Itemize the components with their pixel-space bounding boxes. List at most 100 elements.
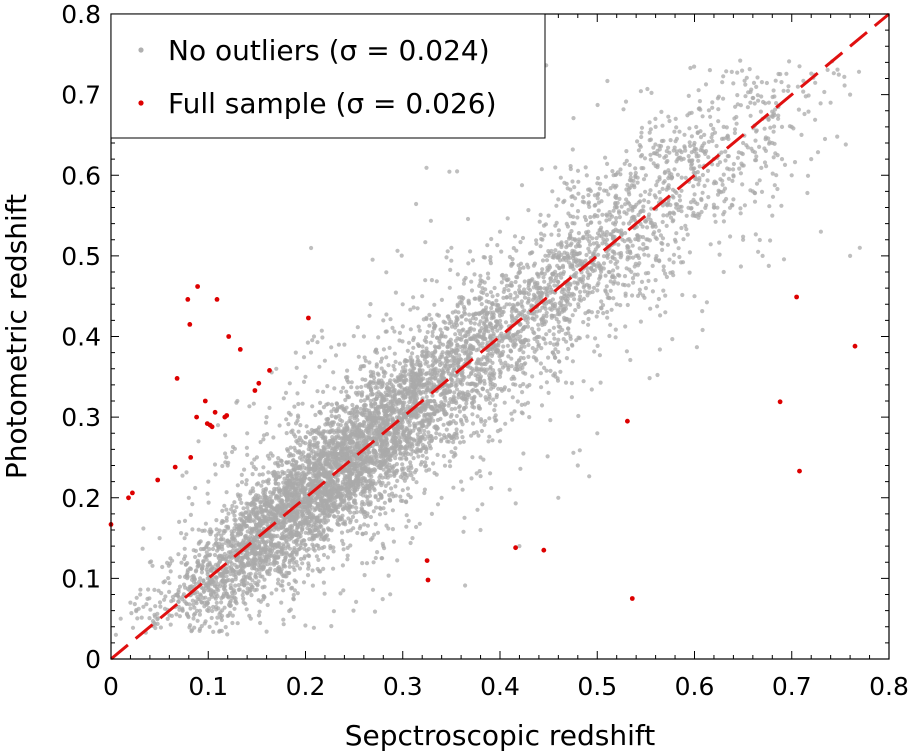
no-outliers-point: [241, 596, 246, 601]
no-outliers-point: [341, 385, 346, 390]
no-outliers-point: [506, 365, 511, 370]
no-outliers-point: [466, 374, 471, 379]
no-outliers-point: [606, 295, 612, 300]
no-outliers-point: [654, 183, 659, 188]
no-outliers-point: [234, 400, 239, 405]
no-outliers-point: [412, 470, 417, 475]
no-outliers-point: [708, 122, 714, 128]
no-outliers-point: [478, 310, 483, 315]
no-outliers-point: [521, 350, 526, 355]
no-outliers-point: [546, 390, 551, 395]
no-outliers-point: [309, 245, 314, 251]
no-outliers-point: [393, 359, 398, 364]
no-outliers-point: [712, 179, 717, 184]
no-outliers-point: [716, 119, 721, 124]
no-outliers-point: [597, 233, 602, 238]
no-outliers-point: [204, 543, 209, 548]
no-outliers-point: [653, 142, 658, 147]
no-outliers-point: [651, 145, 656, 150]
no-outliers-point: [744, 75, 749, 80]
no-outliers-point: [305, 430, 310, 435]
no-outliers-point: [519, 402, 524, 407]
no-outliers-point: [455, 377, 460, 382]
no-outliers-point: [710, 100, 715, 105]
no-outliers-point: [386, 573, 391, 578]
no-outliers-point: [359, 384, 364, 390]
no-outliers-point: [400, 302, 405, 307]
no-outliers-point: [140, 546, 145, 551]
no-outliers-point: [731, 167, 736, 172]
no-outliers-point: [317, 425, 322, 430]
no-outliers-point: [400, 462, 405, 467]
no-outliers-point: [526, 354, 531, 359]
no-outliers-point: [401, 466, 406, 471]
no-outliers-point: [525, 320, 530, 325]
no-outliers-point: [586, 316, 591, 322]
no-outliers-point: [594, 314, 599, 319]
no-outliers-point: [477, 322, 482, 327]
no-outliers-point: [707, 68, 713, 73]
no-outliers-point: [502, 385, 507, 390]
no-outliers-point: [447, 169, 452, 174]
no-outliers-point: [687, 126, 692, 131]
no-outliers-point: [169, 613, 174, 619]
no-outliers-point: [526, 296, 531, 301]
no-outliers-point: [541, 275, 546, 280]
no-outliers-point: [530, 250, 535, 255]
no-outliers-point: [743, 94, 748, 99]
no-outliers-point: [429, 317, 434, 322]
no-outliers-point: [623, 202, 628, 207]
no-outliers-point: [569, 229, 574, 234]
no-outliers-point: [623, 324, 628, 329]
no-outliers-point: [584, 252, 589, 258]
no-outliers-point: [731, 174, 736, 179]
no-outliers-point: [731, 161, 737, 167]
no-outliers-point: [805, 190, 810, 196]
no-outliers-point: [458, 440, 463, 445]
no-outliers-point: [764, 80, 770, 86]
no-outliers-point: [756, 98, 761, 103]
no-outliers-point: [720, 80, 725, 85]
no-outliers-point: [687, 140, 692, 145]
no-outliers-point: [688, 206, 694, 211]
no-outliers-point: [286, 453, 292, 458]
no-outliers-point: [813, 117, 818, 122]
no-outliers-point: [630, 276, 636, 281]
no-outliers-point: [544, 368, 549, 373]
no-outliers-point: [563, 258, 569, 263]
no-outliers-point: [652, 193, 657, 198]
no-outliers-point: [477, 296, 482, 301]
no-outliers-point: [694, 345, 700, 350]
no-outliers-point: [571, 116, 576, 121]
no-outliers-point: [260, 585, 265, 590]
no-outliers-point: [367, 489, 372, 494]
no-outliers-point: [740, 68, 745, 73]
no-outliers-point: [818, 101, 823, 106]
no-outliers-point: [422, 357, 427, 362]
no-outliers-point: [244, 478, 249, 483]
no-outliers-point: [444, 427, 449, 432]
no-outliers-point: [262, 577, 267, 582]
no-outliers-point: [244, 607, 249, 612]
no-outliers-point: [553, 347, 558, 352]
no-outliers-point: [764, 164, 769, 169]
no-outliers-point: [671, 273, 676, 278]
no-outliers-point: [646, 270, 651, 276]
no-outliers-point: [566, 289, 571, 294]
no-outliers-point: [389, 486, 394, 491]
no-outliers-point: [223, 451, 228, 456]
no-outliers-point: [639, 130, 644, 135]
no-outliers-point: [679, 260, 684, 265]
no-outliers-point: [630, 293, 635, 298]
no-outliers-point: [690, 158, 695, 163]
no-outliers-point: [585, 293, 590, 298]
no-outliers-point: [320, 335, 325, 340]
no-outliers-point: [284, 550, 289, 555]
no-outliers-point: [637, 287, 642, 292]
no-outliers-point: [674, 190, 679, 195]
no-outliers-point: [504, 302, 509, 307]
no-outliers-point: [306, 566, 311, 571]
no-outliers-point: [556, 228, 562, 233]
no-outliers-point: [433, 435, 438, 440]
no-outliers-point: [530, 326, 535, 331]
